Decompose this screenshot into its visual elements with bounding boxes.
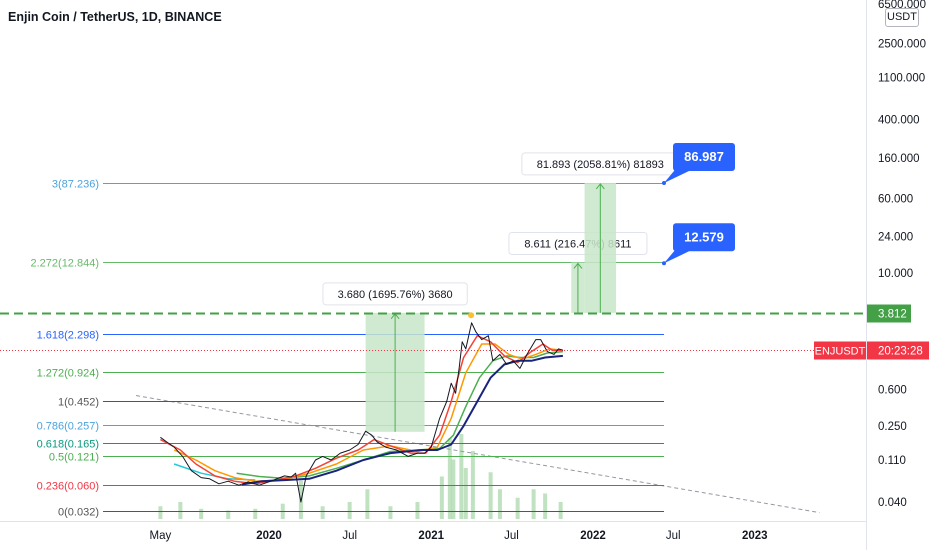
callout-label: 86.987: [684, 149, 724, 164]
y-tick-label: 2500.000: [878, 39, 926, 51]
dashed-level-value: 3.812: [878, 309, 907, 321]
trend-line: [135, 395, 820, 514]
fib-label: 0(0.032): [58, 507, 99, 519]
price-line: [160, 322, 564, 503]
callout-anchor: [662, 261, 666, 266]
time-axis-labels: May 2020 Jul 2021 Jul 2022 Jul 2023: [150, 530, 768, 542]
x-tick-label: 2023: [742, 530, 768, 542]
volume-bar: [463, 468, 468, 519]
measure-arrow-head: [595, 183, 605, 190]
measure-arrow-head: [573, 262, 583, 269]
volume-bar: [253, 508, 258, 519]
ma-slow-line: [236, 350, 563, 479]
callout-anchor: [662, 181, 666, 186]
volume-bar: [531, 489, 536, 519]
dashed-level-tag: [867, 304, 911, 323]
volume-bar: [558, 502, 563, 519]
volume-bar: [226, 510, 231, 519]
fib-label: 2.272(12.844): [31, 258, 100, 270]
countdown-tag: [867, 341, 929, 360]
fib-levels: 3(87.236) 2.272(12.844) 1.618(2.298) 1.272(…: [31, 179, 664, 519]
countdown-tag-label: 20:23:28: [878, 346, 923, 358]
callout-label: 12.579: [684, 229, 724, 244]
y-tick-label: 0.250: [878, 421, 907, 433]
volume-bar: [415, 502, 420, 519]
fib-label: 0.5(0.121): [49, 452, 99, 464]
y-tick-label: 6500.000: [878, 0, 926, 11]
y-tick-label: 0.040: [878, 497, 907, 509]
y-tick-label: 10.000: [878, 268, 913, 280]
y-tick-label: 400.000: [878, 115, 920, 127]
measure-label-box: [322, 282, 468, 306]
fib-label: 0.236(0.060): [37, 481, 99, 493]
chart-title: Enjin Coin / TetherUS, 1D, BINANCE: [8, 10, 222, 24]
volume-bar: [497, 489, 502, 519]
fib-label: 3(87.236): [52, 179, 99, 191]
volume-bar: [543, 493, 548, 519]
volume-bar: [488, 472, 493, 519]
fib-label: 1.618(2.298): [37, 330, 99, 342]
x-tick-label: Jul: [666, 530, 681, 542]
fib-label: 1.272(0.924): [37, 368, 99, 380]
volume-bar: [347, 502, 352, 519]
ma-mid-line: [173, 343, 563, 482]
measure-label: 81.893 (2058.81%) 81893: [537, 159, 664, 171]
symbol-tag: [814, 341, 866, 360]
x-tick-label: 2022: [580, 530, 606, 542]
y-tick-label: 1100.000: [878, 73, 925, 85]
symbol-tag-label: ENJUSDT: [815, 346, 866, 358]
x-tick-label: Jul: [504, 530, 519, 542]
x-tick-label: 2021: [418, 530, 444, 542]
y-tick-label: 0.110: [878, 455, 906, 467]
price-callout: 12.579: [662, 223, 735, 266]
volume-bar: [447, 438, 452, 519]
volume-bar: [199, 508, 204, 519]
callout-box: [673, 143, 735, 172]
volume-bar: [178, 502, 183, 519]
volume-bar: [439, 476, 444, 519]
volume-bar: [158, 506, 163, 519]
volume-bar: [459, 434, 464, 519]
fib-label: 1(0.452): [58, 397, 99, 409]
volume-bar: [365, 489, 370, 519]
x-tick-label: May: [150, 530, 172, 542]
price-axis-labels: 6500.000 2500.000 1100.000 400.000 160.000 60…: [878, 0, 926, 509]
currency-button[interactable]: USDT: [885, 8, 919, 27]
x-tick-label: Jul: [342, 530, 357, 542]
volume-bar: [451, 459, 456, 519]
measure-label: 3.680 (1695.76%) 3680: [338, 289, 453, 301]
fib-label: 0.618(0.165): [37, 439, 99, 451]
y-tick-label: 24.000: [878, 231, 913, 243]
volume-bar: [388, 506, 393, 519]
x-tick-label: 2020: [256, 530, 282, 542]
price-callout: 86.987: [662, 143, 735, 186]
volume-bar: [515, 497, 520, 519]
fib-label: 0.786(0.257): [37, 421, 99, 433]
high-marker: [468, 312, 475, 319]
volume-bar: [320, 506, 325, 519]
y-tick-label: 160.000: [878, 153, 920, 165]
y-tick-label: 60.000: [878, 193, 913, 205]
y-tick-label: 0.600: [878, 385, 907, 397]
callout-box: [673, 223, 735, 252]
